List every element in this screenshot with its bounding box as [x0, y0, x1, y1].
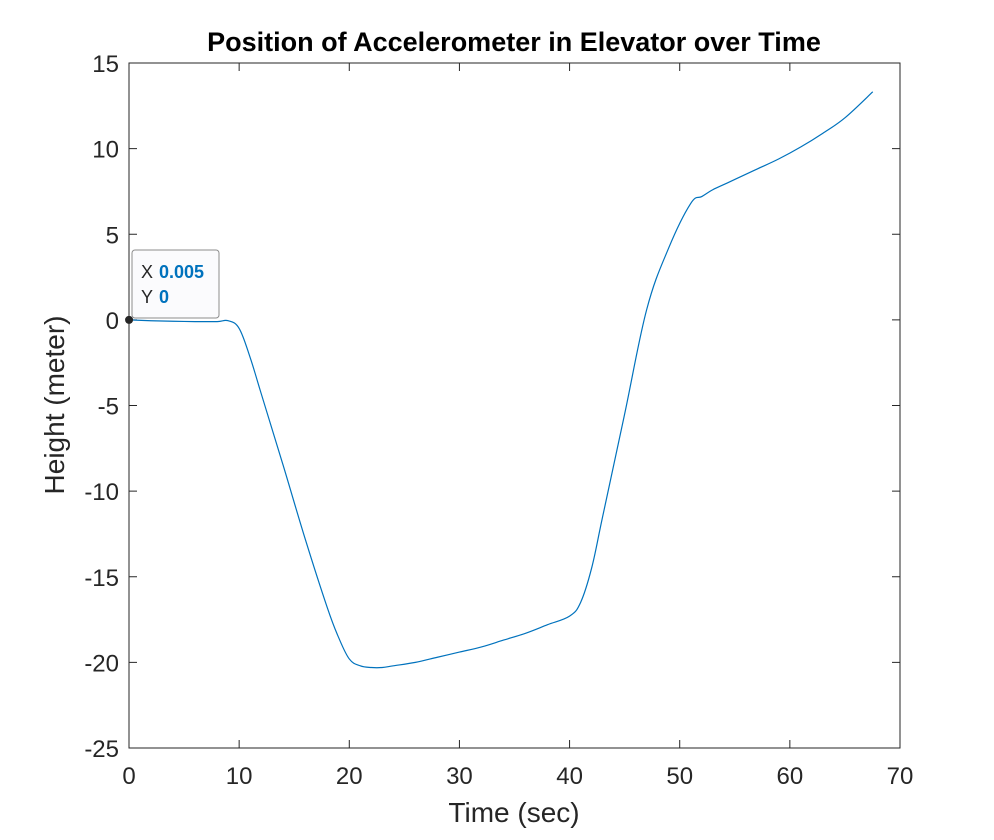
data-tip[interactable]: X 0.005 Y 0: [125, 249, 220, 324]
x-tick-label: 30: [446, 763, 473, 790]
y-tick-label: -15: [84, 565, 119, 592]
plot-area: [128, 62, 901, 749]
data-tip-y-value: 0: [159, 287, 169, 307]
data-tip-x-label: X: [141, 262, 153, 282]
x-tick-label: 0: [122, 763, 135, 790]
x-axis-ticks: 0 10 20 30 40 50 60 70: [122, 63, 913, 790]
y-axis-ticks: -25 -20 -15 -10 -5 0 5 10 15: [84, 51, 900, 763]
data-tip-marker[interactable]: [125, 315, 134, 324]
x-tick-label: 40: [556, 763, 583, 790]
x-tick-label: 70: [887, 763, 914, 790]
y-axis-label: Height (meter): [39, 316, 70, 495]
data-tip-box: [131, 249, 220, 319]
x-tick-label: 20: [336, 763, 363, 790]
x-axis-label: Time (sec): [448, 797, 579, 828]
y-tick-label: 15: [92, 51, 119, 78]
y-tick-label: 0: [106, 308, 119, 335]
y-tick-label: -25: [84, 736, 119, 763]
height-series-line: [128, 91, 874, 669]
y-tick-label: -5: [98, 394, 119, 421]
data-tip-x-value: 0.005: [159, 262, 204, 282]
chart-title: Position of Accelerometer in Elevator ov…: [207, 27, 821, 57]
y-tick-label: 5: [106, 222, 119, 249]
y-tick-label: -10: [84, 479, 119, 506]
data-tip-y-label: Y: [141, 287, 153, 307]
x-tick-label: 10: [226, 763, 253, 790]
y-tick-label: -20: [84, 650, 119, 677]
x-tick-label: 50: [666, 763, 693, 790]
y-tick-label: 10: [92, 137, 119, 164]
x-tick-label: 60: [777, 763, 804, 790]
